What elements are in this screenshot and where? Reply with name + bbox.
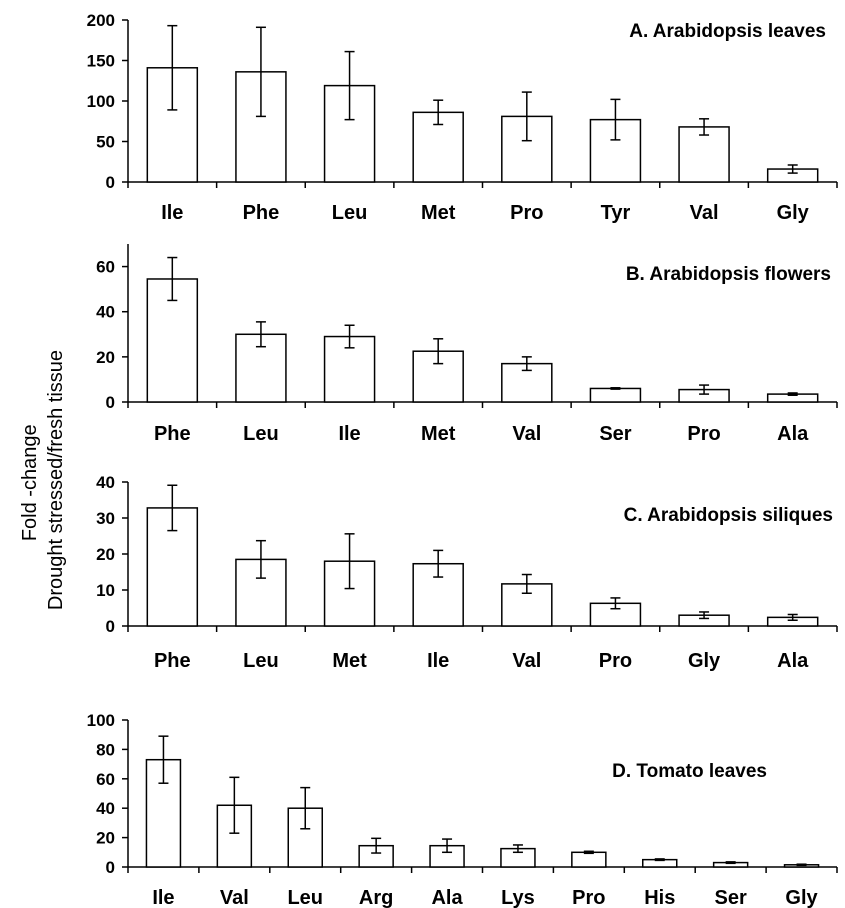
x-category-label: Lys	[501, 887, 535, 908]
bar	[678, 126, 730, 183]
x-category-label: Phe	[154, 650, 191, 672]
y-axis-label-line-1: Fold -change	[19, 424, 41, 541]
x-category-label: Ser	[599, 423, 631, 445]
chart-panel: 0 20 40 60 Phe Leu Ile Met Val Ser Pro Ala B. Arabid…	[96, 244, 838, 445]
x-category-label: Met	[421, 202, 456, 224]
bar	[501, 583, 553, 627]
x-category-label: Pro	[510, 202, 543, 224]
x-category-label: Leu	[287, 887, 323, 908]
chart-panel: 0 20 40 60 80 100 Ile Val Leu Arg Ala Lys Pro His Ser G…	[87, 711, 838, 908]
y-tick-label: 60	[96, 770, 115, 789]
shared-y-axis-label: Fold -change Drought stressed/fresh tiss…	[19, 350, 67, 610]
chart-panel: 0 10 20 30 40 Phe Leu Met Ile Val Pro Gly Ala C. Arab…	[96, 473, 838, 672]
y-tick-label: 100	[87, 92, 115, 111]
bar	[146, 67, 199, 183]
x-category-label: Val	[690, 202, 719, 224]
x-category-label: Leu	[243, 423, 279, 445]
y-tick-label: 150	[87, 52, 115, 71]
y-tick-label: 0	[106, 393, 115, 412]
bar	[571, 851, 607, 868]
y-tick-label: 100	[87, 711, 115, 730]
x-category-label: Pro	[599, 650, 632, 672]
chart-panel: 0 50 100 150 200 Ile Phe Leu Met Pro Tyr Val Gly A. A…	[87, 11, 838, 224]
y-tick-label: 50	[96, 133, 115, 152]
x-category-label: Ile	[427, 650, 449, 672]
x-category-label: His	[644, 887, 675, 908]
y-tick-label: 0	[106, 858, 115, 877]
y-tick-label: 20	[96, 545, 115, 564]
y-tick-label: 10	[96, 581, 115, 600]
y-tick-label: 40	[96, 303, 115, 322]
x-category-label: Leu	[332, 202, 368, 224]
y-tick-label: 0	[106, 173, 115, 192]
x-category-label: Ile	[338, 423, 360, 445]
x-category-label: Gly	[777, 202, 810, 224]
x-category-label: Phe	[243, 202, 280, 224]
bar	[589, 387, 642, 403]
y-tick-label: 0	[106, 617, 115, 636]
y-tick-label: 20	[96, 348, 115, 367]
y-tick-label: 20	[96, 829, 115, 848]
y-tick-label: 40	[96, 799, 115, 818]
x-category-label: Ile	[161, 202, 183, 224]
x-category-label: Met	[332, 650, 367, 672]
y-tick-label: 200	[87, 11, 115, 30]
panel-title: B. Arabidopsis flowers	[626, 264, 831, 285]
y-tick-label: 30	[96, 509, 115, 528]
x-category-label: Val	[220, 887, 249, 908]
y-tick-label: 80	[96, 740, 115, 759]
y-axis-label-line-2: Drought stressed/fresh tissue	[45, 350, 67, 610]
x-category-label: Ser	[715, 887, 747, 908]
x-category-label: Ala	[777, 650, 809, 672]
x-category-label: Ile	[152, 887, 174, 908]
x-category-label: Ala	[777, 423, 809, 445]
y-tick-label: 60	[96, 258, 115, 277]
y-tick-label: 40	[96, 473, 115, 492]
x-category-label: Leu	[243, 650, 279, 672]
x-category-label: Val	[512, 423, 541, 445]
x-category-label: Phe	[154, 423, 191, 445]
x-category-label: Gly	[785, 887, 818, 908]
panel-title: D. Tomato leaves	[612, 761, 767, 782]
x-category-label: Pro	[687, 423, 720, 445]
panel-title: C. Arabidopsis siliques	[624, 505, 833, 526]
x-category-label: Pro	[572, 887, 605, 908]
x-category-label: Arg	[359, 887, 393, 908]
panel-title: A. Arabidopsis leaves	[629, 21, 826, 42]
x-category-label: Ala	[431, 887, 463, 908]
x-category-label: Met	[421, 423, 456, 445]
x-category-label: Val	[512, 650, 541, 672]
x-category-label: Tyr	[601, 202, 631, 224]
x-category-label: Gly	[688, 650, 721, 672]
